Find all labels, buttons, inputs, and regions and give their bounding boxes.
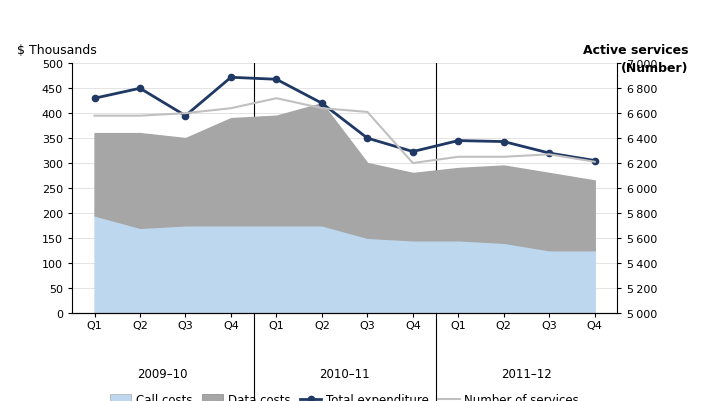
- Legend: Call costs, Data costs, Total expenditure, Number of services: Call costs, Data costs, Total expenditur…: [110, 393, 579, 401]
- Text: (Number): (Number): [621, 62, 689, 75]
- Text: 2010–11: 2010–11: [320, 367, 370, 381]
- Text: 2009–10: 2009–10: [137, 367, 188, 381]
- Text: $ Thousands: $ Thousands: [17, 44, 97, 57]
- Text: Active services: Active services: [583, 44, 689, 57]
- Text: 2011–12: 2011–12: [501, 367, 552, 381]
